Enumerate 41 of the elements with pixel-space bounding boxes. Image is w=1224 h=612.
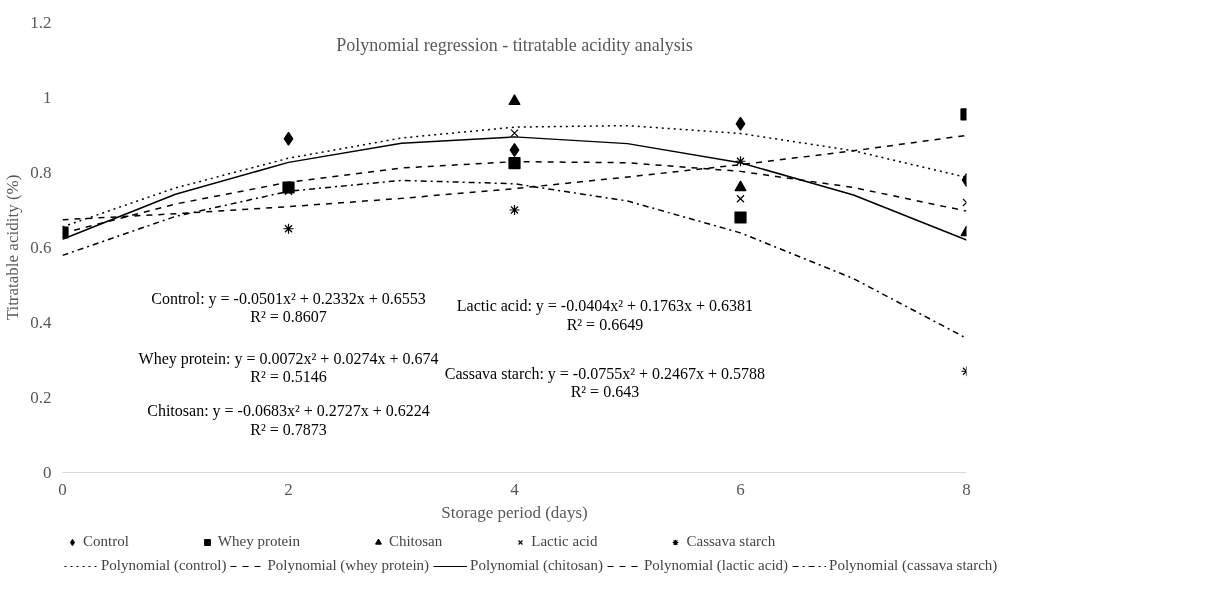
y-tick-label: 0 <box>43 463 52 482</box>
legend-label: Chitosan <box>388 533 443 550</box>
x-axis-title: Storage period (days) <box>441 502 588 522</box>
legend-label: Control <box>83 533 129 550</box>
legend-label: Cassava starch <box>686 533 776 550</box>
x-tick-label: 0 <box>58 479 67 499</box>
legend-label: Polynomial (chitosan) <box>470 557 603 574</box>
y-tick-label: 0.2 <box>30 388 52 407</box>
legend-label: Polynomial (control) <box>101 557 227 574</box>
x-tick-label: 8 <box>962 479 971 499</box>
annotation: Cassava starch: y = -0.0755x² + 0.2467x + 0.5788 R² = 0.643 <box>444 364 766 401</box>
point <box>734 155 747 167</box>
point <box>283 131 294 146</box>
annotation: Lactic acid: y = -0.0404x² + 0.1763x + 0.6381 R² = 0.6649 <box>456 297 754 333</box>
legend-label: Polynomial (whey protein) <box>267 557 430 574</box>
y-tick-label: 0.6 <box>30 238 52 257</box>
point <box>736 194 745 203</box>
annotation: Chitosan: y = -0.0683x² + 0.2727x + 0.6224 R² = 0.7873 <box>147 402 430 438</box>
point <box>735 116 746 131</box>
legend-label: Lactic acid <box>531 533 598 550</box>
x-tick-label: 4 <box>510 479 520 499</box>
y-axis-title: Titratable acidity (%) <box>3 174 23 321</box>
legend-label: Polynomial (lactic acid) <box>643 557 789 574</box>
point <box>508 204 521 216</box>
x-tick-label: 6 <box>736 479 745 499</box>
y-tick-label: 0.8 <box>30 163 52 182</box>
y-tick-label: 1.2 <box>30 13 52 32</box>
point <box>508 157 521 170</box>
point <box>510 128 519 138</box>
text: Polynomial regression - titratable acidity analysis <box>336 34 693 55</box>
legend-label: Whey protein <box>217 533 300 550</box>
y-tick-label: 1 <box>43 88 52 107</box>
legend-label: Polynomial (cassava starch) <box>829 557 998 574</box>
annotation: Whey protein: y = 0.0072x² + 0.0274x + 0.674 R² = 0.5146 <box>138 349 439 386</box>
annotation: Control: y = -0.0501x² + 0.2332x + 0.6553 R² = 0.8607 <box>151 289 426 326</box>
point <box>282 223 295 235</box>
point <box>734 180 747 192</box>
y-tick-label: 0.4 <box>30 313 52 332</box>
x-tick-label: 2 <box>284 479 293 499</box>
point <box>508 94 521 106</box>
point <box>734 211 747 224</box>
